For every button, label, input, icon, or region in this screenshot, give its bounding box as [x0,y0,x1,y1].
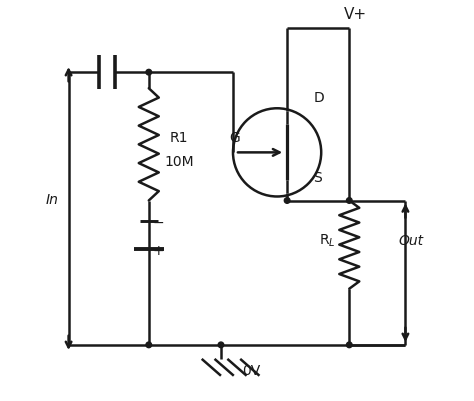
Circle shape [284,198,290,203]
Text: −: − [153,216,164,229]
Text: 0V: 0V [242,364,260,378]
Text: R1: R1 [170,132,188,145]
Circle shape [218,342,224,348]
Text: +: + [153,244,164,257]
Text: G: G [229,132,240,145]
Text: R$_L$: R$_L$ [319,233,336,249]
Text: In: In [46,194,58,207]
Circle shape [346,342,352,348]
Text: V+: V+ [344,6,367,22]
Circle shape [346,198,352,203]
Circle shape [146,69,152,75]
Text: Out: Out [399,234,424,247]
Text: D: D [314,91,325,105]
Text: 10M: 10M [164,156,194,169]
Circle shape [146,342,152,348]
Text: S: S [313,172,321,185]
